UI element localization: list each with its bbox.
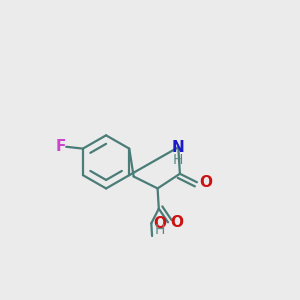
Text: F: F [56, 139, 66, 154]
Text: O: O [170, 215, 183, 230]
Text: O: O [153, 216, 166, 231]
Text: N: N [172, 140, 185, 155]
Text: H: H [155, 223, 165, 237]
Text: O: O [200, 175, 213, 190]
Text: H: H [173, 153, 184, 167]
